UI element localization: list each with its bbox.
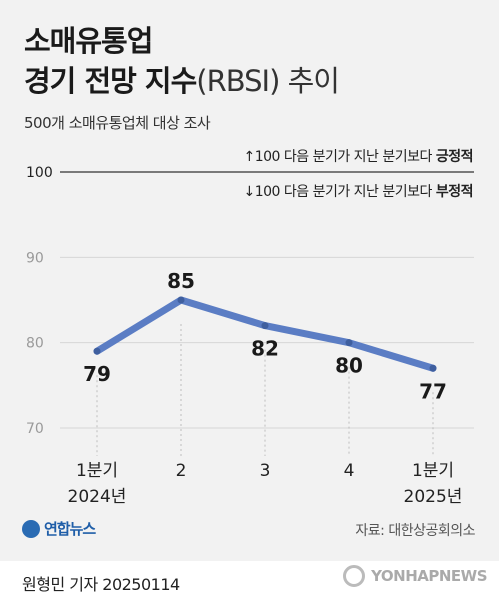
- data-label-2: 82: [251, 337, 279, 361]
- x-tick-label-3-0: 4: [344, 461, 355, 481]
- y-tick-label-100: 100: [26, 165, 53, 181]
- title-main: 경기 전망 지수: [24, 64, 197, 98]
- agency-watermark: YONHAPNEWS: [343, 565, 487, 587]
- x-tick-label-0-1: 2024년: [68, 487, 127, 507]
- data-point-2: [261, 322, 269, 330]
- note-down-bold: 부정적: [435, 184, 474, 200]
- x-tick-label-2-0: 3: [260, 461, 271, 481]
- data-point-0: [93, 347, 101, 355]
- data-point-4: [429, 364, 437, 372]
- x-tick-label-4-1: 2025년: [404, 487, 463, 507]
- x-tick-label-0-0: 1분기: [76, 461, 118, 481]
- data-label-4: 77: [419, 379, 447, 403]
- agency-logo-icon: [343, 565, 366, 587]
- yonhap-logo-icon: [22, 519, 40, 538]
- data-label-3: 80: [335, 354, 363, 378]
- note-below-100: ↓100 다음 분기가 지난 분기보다 부정적: [243, 181, 473, 201]
- note-up-text: ↑100 다음 분기가 지난 분기보다: [243, 149, 436, 165]
- data-point-3: [345, 339, 353, 347]
- data-label-1: 85: [167, 269, 195, 293]
- note-down-text: ↓100 다음 분기가 지난 분기보다: [243, 184, 436, 200]
- chart-title-line2: 경기 전망 지수(RBSI) 추이: [24, 58, 340, 100]
- byline: 원형민 기자 20250114: [22, 575, 180, 594]
- agency-name: YONHAPNEWS: [371, 567, 487, 585]
- y-tick-label-70: 70: [26, 421, 44, 437]
- line-chart: 70 80 90 100 79 85 82 80 77 1분기 2024년 2 3 4 1분기 2025년: [26, 165, 474, 507]
- chart-subtitle: 500개 소매유통업체 대상 조사: [24, 114, 211, 132]
- y-tick-label-90: 90: [26, 250, 44, 266]
- infographic-card: [0, 0, 499, 561]
- note-up-bold: 긍정적: [435, 149, 474, 165]
- y-tick-label-80: 80: [26, 336, 44, 352]
- yonhap-logo: 연합뉴스: [22, 518, 96, 539]
- data-point-1: [177, 296, 185, 304]
- title-paren: (RBSI) 추이: [196, 64, 340, 98]
- note-above-100: ↑100 다음 분기가 지난 분기보다 긍정적: [243, 146, 473, 166]
- data-label-0: 79: [83, 362, 111, 386]
- chart-title-line1: 소매유통업: [24, 24, 153, 58]
- yonhap-logo-text: 연합뉴스: [44, 520, 96, 538]
- x-tick-label-1-0: 2: [176, 461, 187, 481]
- data-source: 자료: 대한상공회의소: [355, 523, 475, 539]
- x-tick-label-4-0: 1분기: [412, 461, 454, 481]
